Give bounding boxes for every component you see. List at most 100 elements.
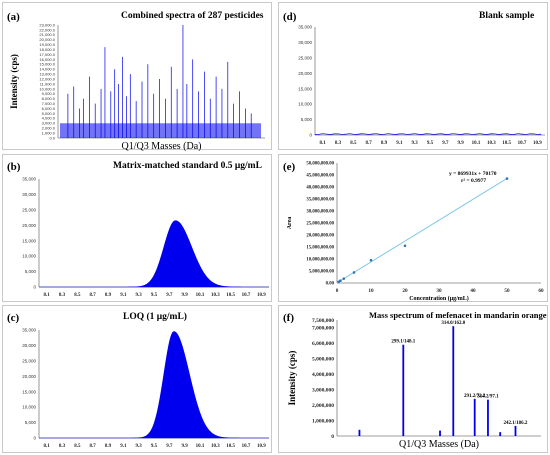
y-tick-label: 7,000.0: [42, 101, 56, 106]
y-tick-label: 25,000,000.00: [306, 222, 334, 227]
panel-d-label: (d): [283, 11, 297, 23]
y-tick-label: 15,000,000.00: [306, 246, 334, 251]
mass-peak: [487, 399, 489, 436]
x-tick-label: 8.3: [335, 141, 342, 146]
regression-line: [336, 178, 508, 284]
x-tick-label: 10.9: [257, 444, 266, 449]
x-axis-title: Q1/Q3 Masses (Da): [122, 141, 202, 151]
panel-d: (d) Blank sample 0 5,000 10,000 15,000 20,00…: [278, 2, 548, 150]
x-tick-label: 9.9: [182, 293, 189, 298]
chart-c: 0 5,000 10,000 15,000 20,000 25,000 30,000 35,0…: [22, 328, 269, 449]
mass-peak-label: 314.0/162.0: [441, 321, 465, 326]
y-tick-label: 0.00: [326, 282, 335, 287]
x-tick-label: 10.9: [257, 293, 266, 298]
y-tick-label: 2,000,000: [312, 403, 334, 409]
x-tick-label: 8.9: [105, 444, 112, 449]
x-tick-label: 10: [368, 288, 374, 294]
y-tick-label: 45,000,000.00: [306, 174, 334, 179]
y-tick-label: 17,000.0: [39, 52, 55, 57]
mass-peak: [402, 344, 405, 436]
mass-peak: [358, 429, 361, 436]
panel-f: (f) Mass spectrum of mefenacet in mandar…: [278, 305, 548, 453]
panel-a-label: (a): [7, 11, 20, 23]
panel-b: (b) Matrix-matched standard 0.5 μg/mL 0 5…: [2, 154, 272, 302]
y-tick-label: 15,000.0: [39, 62, 55, 67]
y-tick-label: 2,000.0: [42, 126, 56, 131]
mass-peak-label: 291.2/72.2: [464, 394, 486, 399]
y-tick-label: 1,000.0: [42, 130, 56, 135]
y-tick-label: 35,000: [22, 177, 36, 182]
y-tick-label: 4,000.0: [42, 116, 56, 121]
y-tick-label: 50,000,000.00: [306, 162, 334, 167]
y-tick-label: 20,000: [22, 374, 36, 379]
x-tick-label: 50: [504, 288, 510, 294]
y-tick-label: 10,000.0: [39, 86, 55, 91]
y-tick-label: 0.0: [49, 135, 55, 140]
y-tick-label: 3,000,000: [312, 388, 334, 394]
x-tick-label: 10.5: [226, 293, 235, 298]
x-tick-label: 10.7: [518, 141, 527, 146]
y-tick-label: 15,000: [298, 86, 312, 91]
x-tick-label: 8.9: [381, 141, 388, 146]
y-tick-label: 1,000,000: [312, 419, 334, 425]
y-tick-label: 10,000,000.00: [306, 258, 334, 263]
y-tick-label: 5,000.0: [42, 111, 56, 116]
y-tick-label: 30,000,000.00: [306, 210, 334, 215]
x-tick-label: 9.9: [458, 141, 465, 146]
y-tick-label: 0: [33, 285, 36, 290]
panel-c-title: LOQ (1 μg/mL): [123, 312, 187, 322]
x-tick-label: 9.3: [412, 141, 419, 146]
x-tick-label: 9.3: [136, 444, 143, 449]
y-tick-label: 35,000: [298, 25, 312, 30]
panel-d-title: Blank sample: [479, 11, 535, 21]
y-tick-label: 18,000.0: [39, 47, 55, 52]
mass-peak-label: 314.2/97.1: [477, 395, 499, 400]
regression-equation: y = 869931x + 70170: [449, 171, 497, 177]
panel-b-label: (b): [7, 161, 21, 173]
y-tick-label: 0: [309, 133, 312, 138]
x-tick-label: 0: [336, 288, 339, 294]
y-tick-label: 25,000: [22, 358, 36, 363]
blank-baseline: [314, 133, 542, 135]
chart-b: 0 5,000 10,000 15,000 20,000 25,000 30,000 35,0…: [22, 177, 269, 298]
y-tick-label: 35,000,000.00: [306, 198, 334, 203]
x-tick-label: 10.3: [211, 444, 220, 449]
mass-peak: [439, 430, 441, 436]
calibration-point: [505, 177, 509, 180]
x-tick-label: 8.5: [74, 444, 81, 449]
x-tick-label: 8.3: [59, 444, 66, 449]
y-tick-label: 16,000.0: [39, 57, 55, 62]
x-tick-label: 30: [436, 288, 442, 294]
x-tick-label: 60: [538, 288, 544, 294]
x-tick-label: 9.9: [182, 444, 189, 449]
calibration-point: [352, 271, 356, 274]
y-tick-label: 20,000: [298, 71, 312, 76]
calibration-point: [403, 244, 407, 248]
x-tick-label: 9.7: [166, 293, 173, 298]
panel-f-label: (f): [283, 312, 294, 324]
y-tick-label: 5,000: [301, 117, 313, 122]
y-tick-label: 25,000: [298, 55, 312, 60]
y-tick-label: 8,000.0: [42, 96, 56, 101]
chart-f: 0 1,000,000 2,000,000 3,000,000 4,000,000 5,0…: [287, 318, 541, 450]
y-tick-label: 6,000.0: [42, 106, 56, 111]
x-tick-label: 10.7: [242, 293, 251, 298]
chromatogram-peak: [39, 220, 269, 288]
x-tick-label: 9.7: [166, 444, 173, 449]
x-tick-label: 9.5: [427, 141, 434, 146]
y-tick-label: 7,500,000: [312, 318, 334, 324]
y-tick-label: 10,000: [22, 405, 36, 410]
y-tick-label: 19,000.0: [39, 42, 55, 47]
x-tick-label: 10.3: [211, 293, 220, 298]
panel-c: (c) LOQ (1 μg/mL) 0 5,000 10,000 15,000 20,0…: [2, 305, 272, 453]
x-tick-label: 8.9: [105, 293, 112, 298]
y-tick-label: 15,000: [22, 389, 36, 394]
x-tick-label: 9.7: [442, 141, 449, 146]
calibration-point: [369, 258, 373, 262]
panel-e-label: (e): [283, 161, 296, 173]
y-tick-label: 10,000: [298, 102, 312, 107]
x-tick-label: 8.7: [90, 444, 97, 449]
y-tick-label: 14,000.0: [39, 67, 55, 72]
x-tick-label: 8.5: [350, 141, 357, 146]
y-tick-label: 21,000.0: [39, 32, 55, 37]
